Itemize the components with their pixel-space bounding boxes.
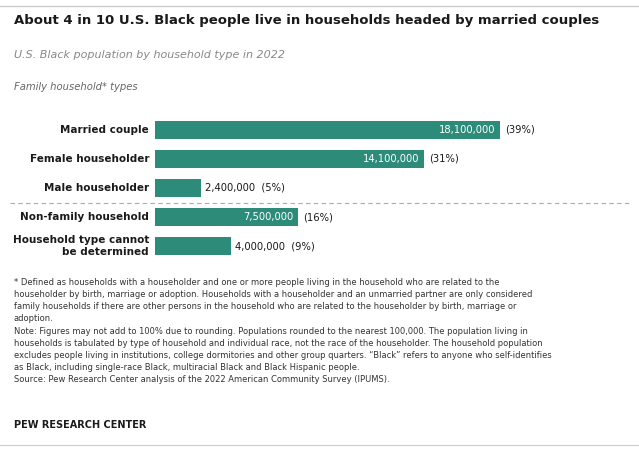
Text: Family household* types: Family household* types [14,82,137,92]
Text: (39%): (39%) [505,125,535,135]
Bar [155,150,424,168]
Text: * Defined as households with a householder and one or more people living in the : * Defined as households with a household… [14,278,551,384]
Text: 14,100,000: 14,100,000 [363,154,419,164]
Bar [155,237,231,255]
Text: (31%): (31%) [429,154,458,164]
Text: 4,000,000  (9%): 4,000,000 (9%) [235,241,315,251]
Text: PEW RESEARCH CENTER: PEW RESEARCH CENTER [14,420,146,430]
Text: Household type cannot
be determined: Household type cannot be determined [13,236,149,257]
Text: Female householder: Female householder [29,154,149,164]
Text: (16%): (16%) [303,212,333,222]
Text: Married couple: Married couple [60,125,149,135]
Bar [155,179,201,197]
Bar [155,121,500,139]
Text: 18,100,000: 18,100,000 [439,125,496,135]
Text: Male householder: Male householder [44,183,149,193]
Text: Non-family household: Non-family household [20,212,149,222]
Text: 2,400,000  (5%): 2,400,000 (5%) [205,183,285,193]
Text: U.S. Black population by household type in 2022: U.S. Black population by household type … [14,50,285,60]
Bar [155,208,298,226]
Text: 7,500,000: 7,500,000 [243,212,294,222]
Text: About 4 in 10 U.S. Black people live in households headed by married couples: About 4 in 10 U.S. Black people live in … [14,14,599,27]
